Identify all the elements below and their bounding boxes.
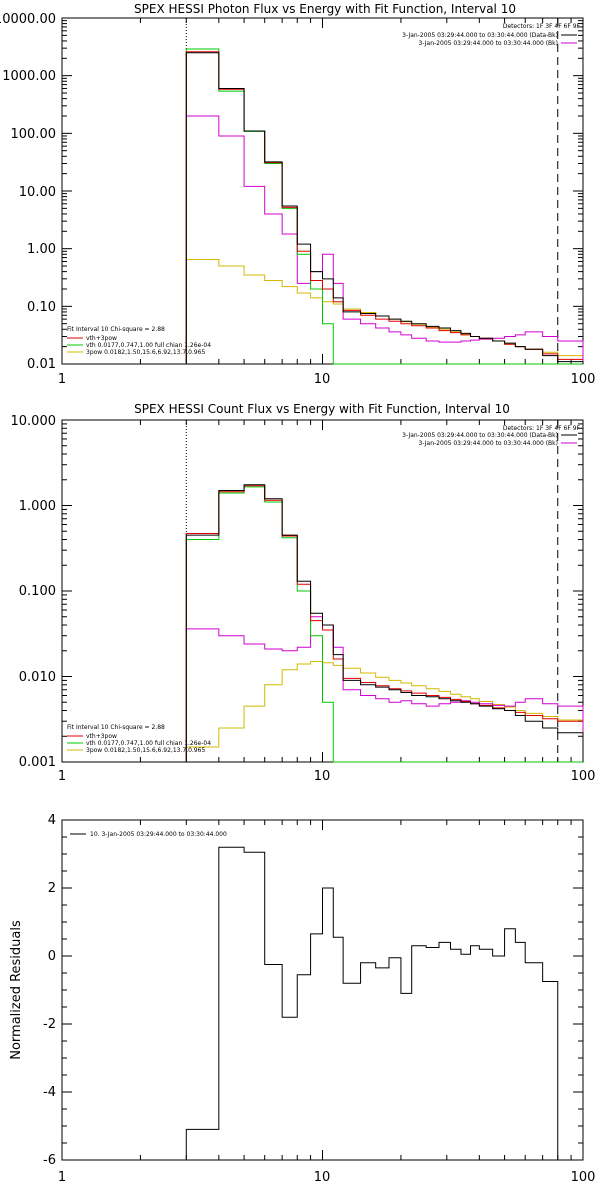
residuals-y-ticks: -6 -4 -2 0 2 4 (43, 813, 56, 1168)
photon-flux-y-ticks: 0.01 0.10 1.00 10.00 100.00 1000.00 1000… (0, 12, 56, 372)
data-spectrum-line (185, 484, 584, 762)
y-tick-label: 10.00 (19, 185, 56, 200)
residuals-legend-label: 10. 3-Jan-2005 03:29:44.000 to 03:30:44.… (90, 831, 227, 838)
powerlaw-spectrum-line (185, 660, 584, 762)
photon-flux-legend: Fit Interval 10 Chi-square = 2.88 vth+3p… (67, 326, 211, 356)
y-tick-label: 0 (48, 949, 56, 964)
x-tick-label: 100 (571, 769, 596, 784)
fit-legend-line: vth+3pow (86, 733, 117, 740)
residuals-frame (61, 819, 584, 1161)
x-tick-label: 10 (314, 769, 331, 784)
plot-marks (61, 17, 584, 1161)
count-flux-y-ticks: 0.001 0.010 0.100 1.000 10.000 (11, 414, 57, 770)
photon-flux-title: SPEX HESSI Photon Flux vs Energy with Fi… (134, 2, 516, 16)
x-tick-label: 1 (58, 1170, 66, 1185)
photon-flux-x-ticks: 1 10 100 (58, 372, 596, 387)
y-tick-label: 0.010 (19, 670, 56, 685)
fit-legend-line: Fit Interval 10 Chi-square = 2.88 (67, 724, 165, 731)
fit-legend-line: vth 0.0177,0.747,1.00 full chian 1.26e-0… (86, 740, 211, 747)
photon-flux-panel: SPEX HESSI Photon Flux vs Energy with Fi… (0, 2, 595, 387)
detectors-label: Detectors: 1F 3F 4F 6F 9F (503, 23, 581, 30)
fit-legend-line: Fit Interval 10 Chi-square = 2.88 (67, 326, 165, 333)
total-spectrum-line (185, 51, 583, 364)
photon-flux-info: Detectors: 1F 3F 4F 6F 9F 3-Jan-2005 03:… (402, 23, 580, 47)
y-tick-label: 10.000 (11, 414, 57, 429)
background-interval-label: 3-Jan-2005 03:29:44.000 to 03:30:44.000 … (418, 40, 558, 47)
x-tick-label: 10 (314, 372, 331, 387)
y-tick-label: 0.100 (19, 584, 56, 599)
fit-legend-line: 3pow 0.0182,1.50,15.6,6.92,13.7,0.965 (86, 349, 205, 356)
y-tick-label: -6 (43, 1153, 56, 1168)
count-flux-info: Detectors: 1F 3F 4F 6F 9F 3-Jan-2005 03:… (402, 425, 580, 447)
y-tick-label: 100.00 (11, 127, 57, 142)
background-spectrum-line (185, 616, 584, 762)
residuals-panel: Normalized Residuals 1 10 100 -6 -4 -2 0… (9, 813, 595, 1185)
data-spectrum-line (185, 52, 584, 364)
y-tick-label: 1000.00 (2, 69, 56, 84)
panel-0-marks (61, 17, 584, 365)
x-tick-label: 1 (58, 372, 66, 387)
y-tick-label: 1.000 (19, 499, 56, 514)
panel-2-marks (61, 819, 584, 1161)
y-tick-label: 0.01 (27, 357, 56, 372)
y-tick-label: 2 (48, 881, 56, 896)
y-tick-label: 10000.00 (0, 12, 56, 27)
thermal-spectrum-line (185, 48, 583, 365)
count-flux-legend: Fit Interval 10 Chi-square = 2.88 vth+3p… (67, 724, 211, 754)
background-spectrum-line (185, 115, 584, 364)
panel-1-marks (61, 419, 584, 763)
x-tick-label: 100 (571, 372, 596, 387)
fit-legend-line: 3pow 0.0182,1.50,15.6,6.92,13.7,0.965 (86, 747, 205, 754)
fit-legend-line: vth 0.0177,0.747,1.00 full chian 1.26e-0… (86, 342, 211, 349)
x-tick-label: 100 (571, 1170, 596, 1185)
residuals-x-ticks: 1 10 100 (58, 1170, 596, 1185)
y-tick-label: 1.00 (27, 242, 56, 257)
y-tick-label: -2 (43, 1017, 56, 1032)
background-interval-label: 3-Jan-2005 03:29:44.000 to 03:30:44.000 … (418, 440, 558, 447)
data-interval-label: 3-Jan-2005 03:29:44.000 to 03:30:44.000 … (402, 432, 558, 439)
fit-legend-line: vth+3pow (86, 335, 117, 342)
powerlaw-spectrum-line (185, 258, 584, 364)
y-tick-label: -4 (43, 1085, 56, 1100)
residuals-y-label: Normalized Residuals (9, 920, 24, 1060)
thermal-spectrum-line (185, 486, 583, 763)
x-tick-label: 1 (58, 769, 66, 784)
total-spectrum-line (185, 485, 583, 762)
y-tick-label: 4 (48, 813, 56, 828)
count-flux-x-ticks: 1 10 100 (58, 769, 596, 784)
y-tick-label: 0.001 (19, 755, 56, 770)
y-tick-label: 0.10 (27, 300, 56, 315)
count-flux-title: SPEX HESSI Count Flux vs Energy with Fit… (134, 402, 510, 416)
residuals-legend: 10. 3-Jan-2005 03:29:44.000 to 03:30:44.… (70, 831, 227, 838)
detectors-label: Detectors: 1F 3F 4F 6F 9F (503, 425, 581, 432)
x-tick-label: 10 (314, 1170, 331, 1185)
count-flux-panel: SPEX HESSI Count Flux vs Energy with Fit… (11, 402, 596, 784)
data-interval-label: 3-Jan-2005 03:29:44.000 to 03:30:44.000 … (402, 32, 558, 39)
data-spectrum-line (185, 846, 559, 1160)
